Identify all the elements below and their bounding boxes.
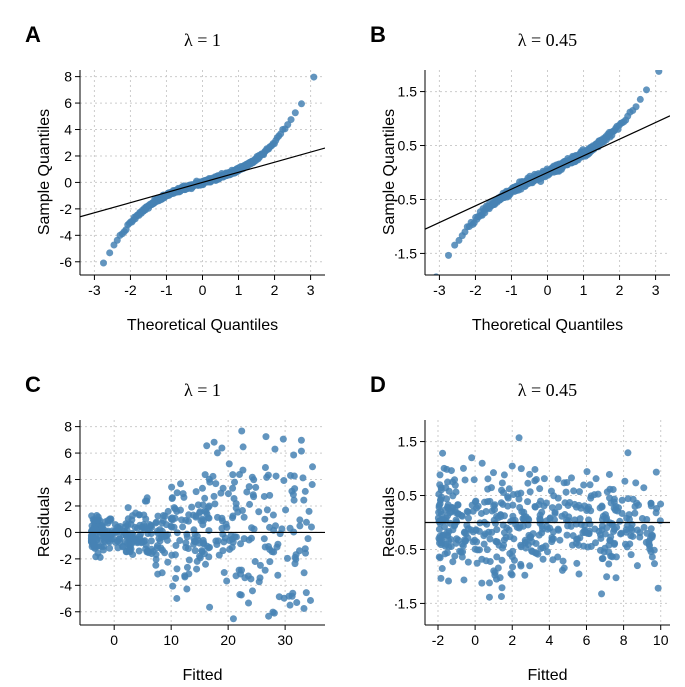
svg-text:30: 30 xyxy=(277,632,293,648)
svg-text:-0.5: -0.5 xyxy=(395,191,417,207)
points-C xyxy=(88,415,316,660)
svg-text:2: 2 xyxy=(64,498,72,514)
panel-letter-C: C xyxy=(25,372,41,398)
plot-C: 0 10 20 30 -6 -4 -2 0 2 4 6 8 xyxy=(50,415,355,660)
svg-text:-2: -2 xyxy=(432,632,445,648)
svg-text:4: 4 xyxy=(64,122,72,138)
svg-text:6: 6 xyxy=(64,445,72,461)
svg-text:1: 1 xyxy=(235,282,243,298)
panel-title-A: λ = 1 xyxy=(80,30,325,51)
svg-text:0: 0 xyxy=(64,524,72,540)
svg-text:3: 3 xyxy=(307,282,315,298)
panel-letter-B: B xyxy=(370,22,386,48)
svg-text:-2: -2 xyxy=(60,201,73,217)
panel-letter-A: A xyxy=(25,22,41,48)
panel-title-D: λ = 0.45 xyxy=(425,380,670,401)
svg-text:-1.5: -1.5 xyxy=(395,595,417,611)
xlabel-B: Theoretical Quantiles xyxy=(425,317,670,335)
svg-text:-0.5: -0.5 xyxy=(395,541,417,557)
svg-text:-2: -2 xyxy=(124,282,137,298)
svg-text:4: 4 xyxy=(545,632,553,648)
svg-text:2: 2 xyxy=(508,632,516,648)
svg-text:6: 6 xyxy=(583,632,591,648)
svg-text:-1: -1 xyxy=(505,282,518,298)
svg-text:-3: -3 xyxy=(433,282,446,298)
svg-text:0.5: 0.5 xyxy=(398,488,418,504)
svg-text:-2: -2 xyxy=(469,282,482,298)
panel-title-C: λ = 1 xyxy=(80,380,325,401)
svg-text:10: 10 xyxy=(163,632,179,648)
svg-text:10: 10 xyxy=(653,632,669,648)
svg-text:2: 2 xyxy=(271,282,279,298)
plot-A: -3 -2 -1 0 1 2 3 -6 -4 -2 0 2 4 6 8 xyxy=(50,65,355,310)
svg-text:8: 8 xyxy=(620,632,628,648)
svg-text:-4: -4 xyxy=(60,227,73,243)
svg-text:2: 2 xyxy=(616,282,624,298)
figure: Aλ = 1Sample QuantilesTheoretical Quanti… xyxy=(0,0,685,687)
svg-text:1.5: 1.5 xyxy=(398,434,418,450)
points-B xyxy=(433,68,663,280)
svg-text:-2: -2 xyxy=(60,551,73,567)
plot-B: -3 -2 -1 0 1 2 3 -1.5 -0.5 0.5 1.5 xyxy=(395,65,685,310)
xlabel-D: Fitted xyxy=(425,667,670,685)
svg-text:3: 3 xyxy=(652,282,660,298)
svg-text:6: 6 xyxy=(64,95,72,111)
svg-text:0: 0 xyxy=(544,282,552,298)
plot-D: -2 0 2 4 6 8 10 -1.5 -0.5 0.5 1.5 xyxy=(395,415,685,660)
svg-text:-4: -4 xyxy=(60,577,73,593)
svg-text:8: 8 xyxy=(64,69,72,85)
panel-title-B: λ = 0.45 xyxy=(425,30,670,51)
panel-letter-D: D xyxy=(370,372,386,398)
svg-text:1: 1 xyxy=(580,282,588,298)
svg-text:-3: -3 xyxy=(88,282,101,298)
svg-text:-6: -6 xyxy=(60,604,73,620)
svg-text:8: 8 xyxy=(64,419,72,435)
svg-text:1.5: 1.5 xyxy=(398,84,418,100)
svg-text:-1: -1 xyxy=(160,282,173,298)
svg-text:0: 0 xyxy=(110,632,118,648)
svg-text:2: 2 xyxy=(64,148,72,164)
svg-text:-1.5: -1.5 xyxy=(395,245,417,261)
svg-text:0: 0 xyxy=(199,282,207,298)
svg-text:20: 20 xyxy=(220,632,236,648)
svg-text:0: 0 xyxy=(471,632,479,648)
svg-text:0.5: 0.5 xyxy=(398,138,418,154)
xlabel-C: Fitted xyxy=(80,667,325,685)
svg-text:4: 4 xyxy=(64,472,72,488)
svg-text:-6: -6 xyxy=(60,254,73,270)
svg-text:0: 0 xyxy=(64,174,72,190)
xlabel-A: Theoretical Quantiles xyxy=(80,317,325,335)
